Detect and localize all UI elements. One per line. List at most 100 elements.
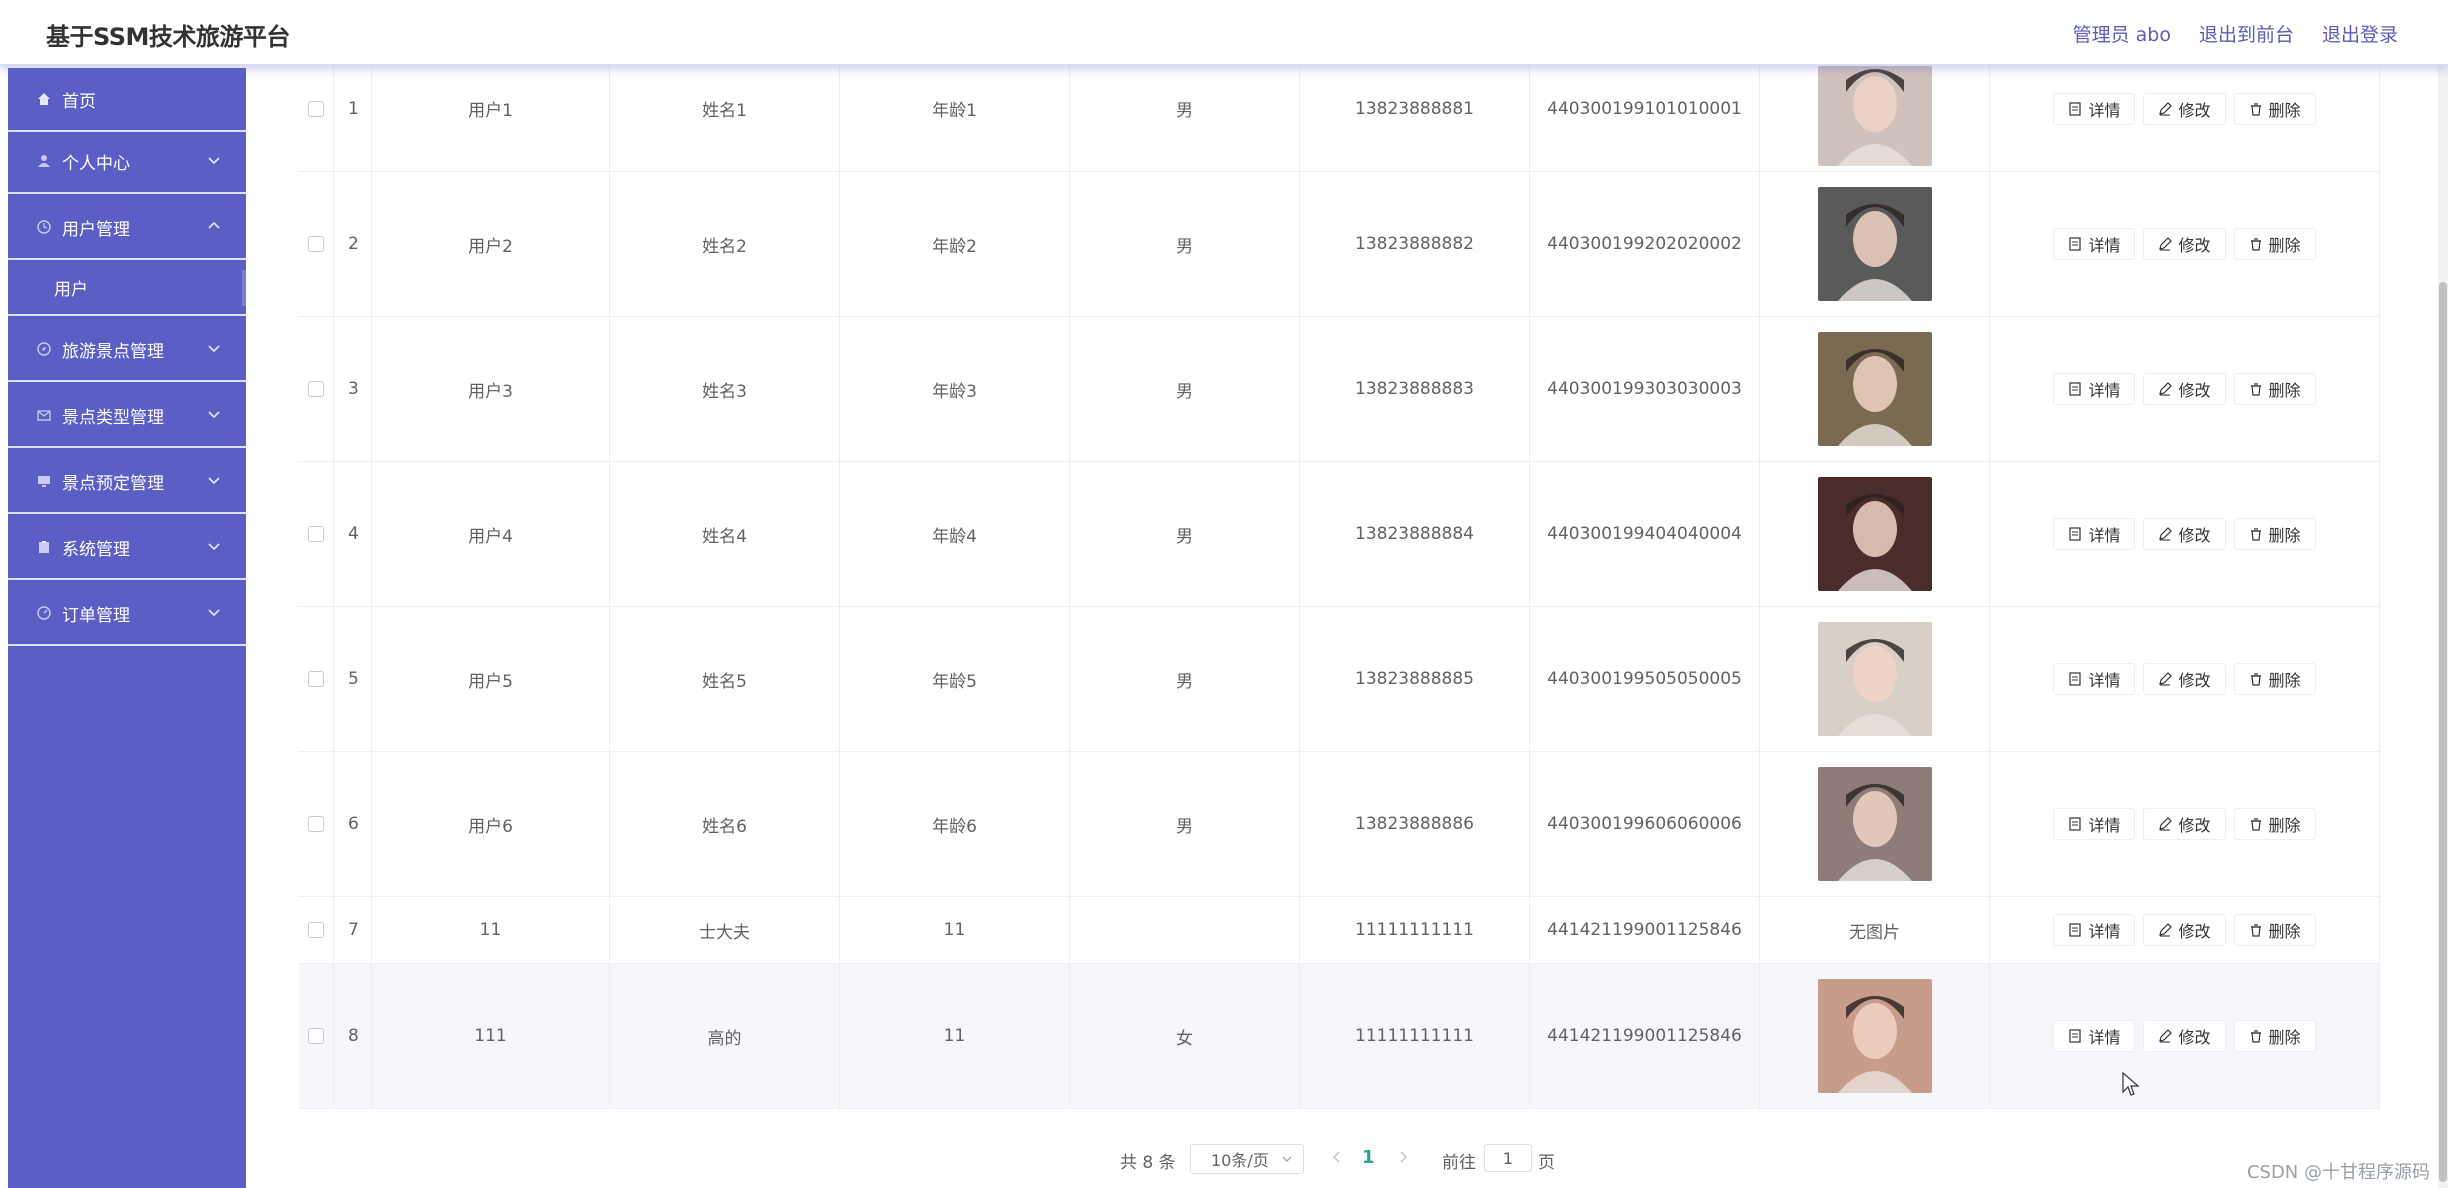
edit-button[interactable]: 修改 [2143, 228, 2226, 260]
back-to-front-link[interactable]: 退出到前台 [2198, 24, 2294, 46]
id-card-cell: 440300199404040004 [1530, 462, 1760, 606]
edit-button[interactable]: 修改 [2143, 518, 2226, 550]
row-checkbox[interactable] [307, 381, 324, 397]
prev-page-icon[interactable] [1330, 1150, 1344, 1164]
row-checkbox[interactable] [307, 816, 324, 832]
age-value: 年龄5 [932, 671, 977, 692]
detail-button[interactable]: 详情 [2053, 228, 2136, 260]
detail-button[interactable]: 详情 [2053, 663, 2136, 695]
phone-value: 13823888886 [1355, 814, 1474, 834]
index-cell: 2 [334, 172, 372, 316]
row-checkbox[interactable] [307, 100, 324, 117]
sidebar-item-personal-center[interactable]: 个人中心 [8, 130, 246, 194]
detail-button[interactable]: 详情 [2053, 373, 2136, 405]
delete-button[interactable]: 删除 [2233, 1020, 2316, 1052]
phone-value: 13823888882 [1355, 234, 1474, 254]
delete-button[interactable]: 删除 [2233, 228, 2316, 260]
sidebar-item-label: 景点预定管理 [62, 473, 164, 494]
edit-button[interactable]: 修改 [2143, 808, 2226, 840]
account-cell: 11 [372, 897, 610, 963]
id-card-value: 440300199505050005 [1547, 669, 1742, 689]
sidebar-item-label: 个人中心 [62, 153, 130, 174]
edit-button[interactable]: 修改 [2143, 663, 2226, 695]
row-actions: 详情 修改 删除 [2053, 808, 2316, 840]
name-value: 姓名5 [702, 671, 747, 692]
scrollbar-thumb[interactable] [2439, 282, 2447, 1182]
row-checkbox[interactable] [307, 526, 324, 542]
operations-cell: 详情 修改 删除 [1990, 607, 2380, 751]
next-page-icon[interactable] [1396, 1150, 1410, 1164]
name-value: 高的 [707, 1028, 742, 1049]
row-actions: 详情 修改 删除 [2053, 518, 2316, 550]
page-size-select[interactable]: 10条/页 [1190, 1144, 1304, 1174]
dashboard-icon [36, 605, 52, 621]
delete-button-label: 删除 [2268, 671, 2301, 690]
index-cell: 7 [334, 897, 372, 963]
photo-cell [1760, 607, 1990, 751]
row-actions: 详情 修改 删除 [2053, 92, 2316, 125]
id-card-cell: 441421199001125846 [1530, 897, 1760, 963]
operations-cell: 详情 修改 删除 [1990, 462, 2380, 606]
account-cell: 用户4 [372, 462, 610, 606]
operations-cell: 详情 修改 删除 [1990, 46, 2380, 171]
id-card-value: 440300199303030003 [1547, 379, 1742, 399]
name-cell: 高的 [610, 964, 840, 1108]
sidebar-item-home[interactable]: 首页 [8, 68, 246, 132]
edit-button[interactable]: 修改 [2143, 1020, 2226, 1052]
id-card-value: 441421199001125846 [1547, 920, 1742, 940]
name-value: 姓名1 [702, 101, 747, 121]
delete-button[interactable]: 删除 [2233, 808, 2316, 840]
detail-button[interactable]: 详情 [2053, 518, 2136, 550]
mouse-cursor-icon [2122, 1072, 2140, 1096]
gender-value: 男 [1176, 671, 1193, 692]
sidebar-item-attraction-types[interactable]: 景点类型管理 [8, 384, 246, 448]
sidebar-item-user-management[interactable]: 用户管理 [8, 196, 246, 260]
detail-button[interactable]: 详情 [2053, 808, 2136, 840]
name-cell: 姓名4 [610, 462, 840, 606]
row-checkbox[interactable] [307, 1028, 324, 1044]
delete-button[interactable]: 删除 [2233, 518, 2316, 550]
row-checkbox[interactable] [307, 922, 324, 938]
index-value: 2 [348, 234, 359, 254]
chevron-down-icon [208, 477, 220, 485]
edit-button[interactable]: 修改 [2143, 914, 2226, 946]
delete-button[interactable]: 删除 [2233, 92, 2316, 125]
goto-page-input[interactable] [1484, 1144, 1532, 1172]
checkbox-cell [298, 317, 334, 461]
name-value: 姓名3 [702, 381, 747, 402]
detail-button[interactable]: 详情 [2053, 1020, 2136, 1052]
id-card-cell: 440300199202020002 [1530, 172, 1760, 316]
table-row: 4 用户4 姓名4 年龄4 男 13823888884 440300199404040004… [298, 462, 2380, 607]
detail-button[interactable]: 详情 [2053, 914, 2136, 946]
edit-button[interactable]: 修改 [2143, 92, 2226, 125]
delete-button[interactable]: 删除 [2233, 914, 2316, 946]
age-value: 年龄1 [932, 101, 977, 121]
sidebar-subitem-user[interactable]: 用户 [8, 260, 246, 316]
row-checkbox[interactable] [307, 671, 324, 687]
name-cell: 姓名5 [610, 607, 840, 751]
photo-cell [1760, 317, 1990, 461]
delete-button[interactable]: 删除 [2233, 373, 2316, 405]
document-icon [2069, 527, 2082, 541]
detail-button-label: 详情 [2088, 236, 2121, 255]
pencil-icon [2159, 101, 2173, 116]
detail-button[interactable]: 详情 [2053, 92, 2136, 125]
sidebar-item-orders[interactable]: 订单管理 [8, 582, 246, 646]
name-value: 士大夫 [699, 922, 750, 943]
vertical-scrollbar[interactable] [2438, 66, 2448, 1188]
sidebar-item-system[interactable]: 系统管理 [8, 516, 246, 580]
row-checkbox[interactable] [307, 236, 324, 252]
age-cell: 年龄3 [840, 317, 1070, 461]
delete-button[interactable]: 删除 [2233, 663, 2316, 695]
home-icon [36, 91, 52, 107]
edit-button[interactable]: 修改 [2143, 373, 2226, 405]
id-card-value: 440300199404040004 [1547, 524, 1742, 544]
sidebar-item-attractions[interactable]: 旅游景点管理 [8, 318, 246, 382]
account-value: 用户6 [468, 816, 513, 837]
page-number-current[interactable]: 1 [1362, 1147, 1375, 1168]
account-cell: 用户5 [372, 607, 610, 751]
document-icon [2069, 382, 2082, 396]
logout-link[interactable]: 退出登录 [2321, 24, 2398, 46]
pencil-icon [2159, 817, 2173, 831]
sidebar-item-reservations[interactable]: 景点预定管理 [8, 450, 246, 514]
